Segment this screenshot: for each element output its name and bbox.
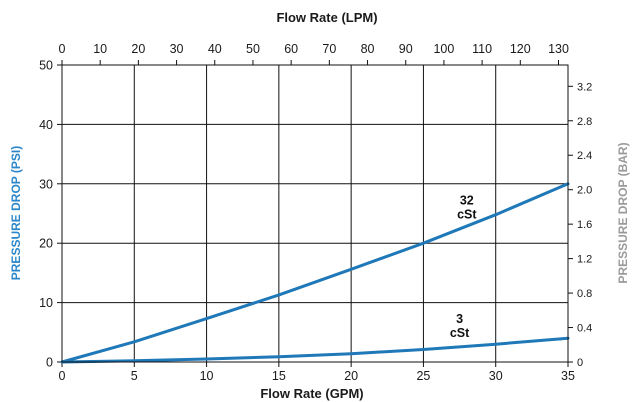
y2-tick-label: 1.2 (577, 254, 592, 266)
series-label-0: 32 (460, 194, 474, 208)
series-line-1 (60, 336, 570, 364)
top-tick-label: 100 (433, 42, 454, 56)
top-tick-label: 50 (246, 42, 260, 56)
top-tick-label: 60 (284, 42, 298, 56)
x-tick-label: 35 (561, 369, 575, 383)
x-tick-label: 15 (272, 369, 286, 383)
y2-tick-label: 2.0 (577, 185, 592, 197)
top-tick-label: 0 (59, 42, 66, 56)
top-tick-label: 130 (548, 42, 569, 56)
x-axis-title: Flow Rate (GPM) (260, 386, 363, 401)
series-line-0 (60, 182, 570, 364)
grid (62, 65, 568, 362)
y2-axis-title: PRESSURE DROP (BAR) (616, 142, 630, 283)
plot-frame (61, 64, 569, 363)
y-tick-label: 20 (39, 237, 53, 251)
top-tick-label: 30 (170, 42, 184, 56)
y-tick-label: 50 (39, 59, 53, 73)
y2-tick-label: 2.4 (577, 150, 592, 162)
top-tick-label: 10 (93, 42, 107, 56)
y2-tick-label: 0.4 (577, 323, 592, 335)
top-tick-label: 20 (131, 42, 145, 56)
top-tick-label: 120 (510, 42, 531, 56)
y-axis-title: PRESSURE DROP (PSI) (9, 146, 23, 280)
x-tick-label: 10 (200, 369, 214, 383)
x-tick-label: 25 (416, 369, 430, 383)
y2-tick-label: 3.2 (577, 81, 592, 93)
top-tick-label: 40 (208, 42, 222, 56)
y-tick-label: 40 (39, 118, 53, 132)
x-tick-label: 20 (344, 369, 358, 383)
y2-tick-label: 1.6 (577, 219, 592, 231)
y-tick-label: 10 (39, 296, 53, 310)
series (60, 182, 570, 364)
top-axis-title: Flow Rate (LPM) (276, 10, 377, 25)
y2-tick-label: 2.8 (577, 116, 592, 128)
x-tick-label: 0 (59, 369, 66, 383)
y2-tick-label: 0 (577, 357, 583, 369)
y-tick-label: 0 (46, 356, 53, 370)
top-tick-label: 80 (361, 42, 375, 56)
x-tick-label: 30 (489, 369, 503, 383)
x-tick-label: 5 (131, 369, 138, 383)
series-label-1: cSt (450, 326, 470, 340)
series-label-1: 3 (456, 312, 463, 326)
y2-tick-label: 0.8 (577, 288, 592, 300)
top-tick-label: 90 (399, 42, 413, 56)
series-label-0: cSt (457, 208, 477, 222)
top-tick-label: 110 (472, 42, 492, 56)
y-tick-label: 30 (39, 177, 53, 191)
top-tick-label: 70 (322, 42, 336, 56)
